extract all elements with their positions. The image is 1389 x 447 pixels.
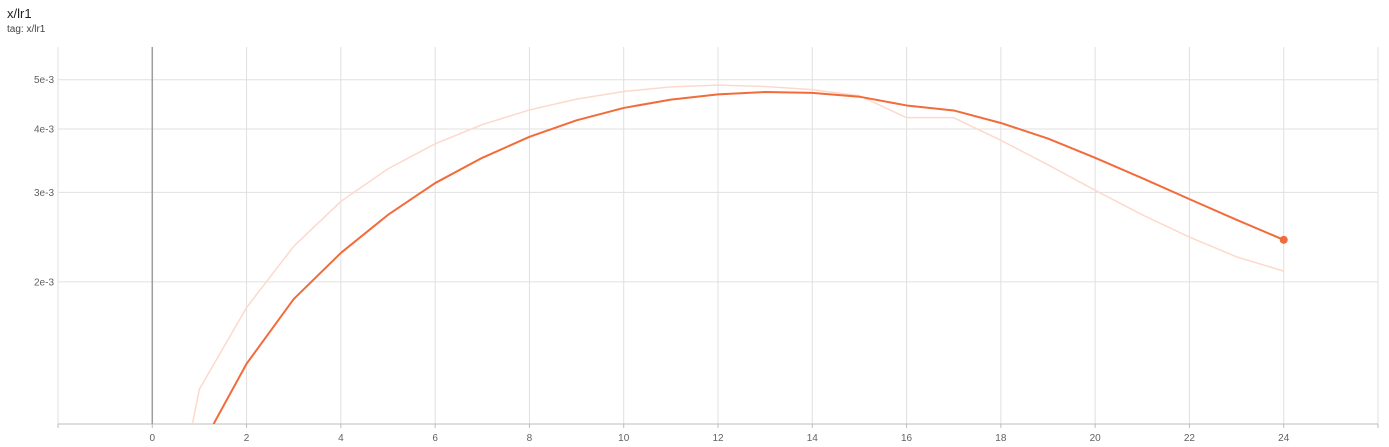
- smoothed-series-line: [212, 90, 1285, 424]
- x-tick-label: 4: [338, 433, 344, 444]
- last-point-marker: [1279, 235, 1288, 244]
- x-tick-label: 16: [901, 433, 913, 444]
- y-tick-label: 5e-3: [34, 75, 54, 86]
- x-tick-label: 20: [1090, 433, 1102, 444]
- y-tick-label: 2e-3: [34, 277, 54, 288]
- x-tick-label: 0: [150, 433, 156, 444]
- x-tick-label: 2: [244, 433, 250, 444]
- x-tick-label: 24: [1278, 433, 1290, 444]
- x-tick-label: 22: [1184, 433, 1196, 444]
- y-tick-label: 3e-3: [34, 188, 54, 199]
- chart-tag: tag: x/lr1: [7, 24, 46, 35]
- chart-title: x/lr1: [7, 6, 32, 21]
- x-tick-label: 14: [807, 433, 819, 444]
- x-tick-label: 12: [712, 433, 724, 444]
- y-tick-label: 4e-3: [34, 124, 54, 135]
- x-tick-label: 6: [432, 433, 438, 444]
- x-tick-label: 10: [618, 433, 630, 444]
- x-tick-label: 18: [995, 433, 1007, 444]
- raw-series-line: [191, 84, 1284, 424]
- x-tick-label: 8: [527, 433, 533, 444]
